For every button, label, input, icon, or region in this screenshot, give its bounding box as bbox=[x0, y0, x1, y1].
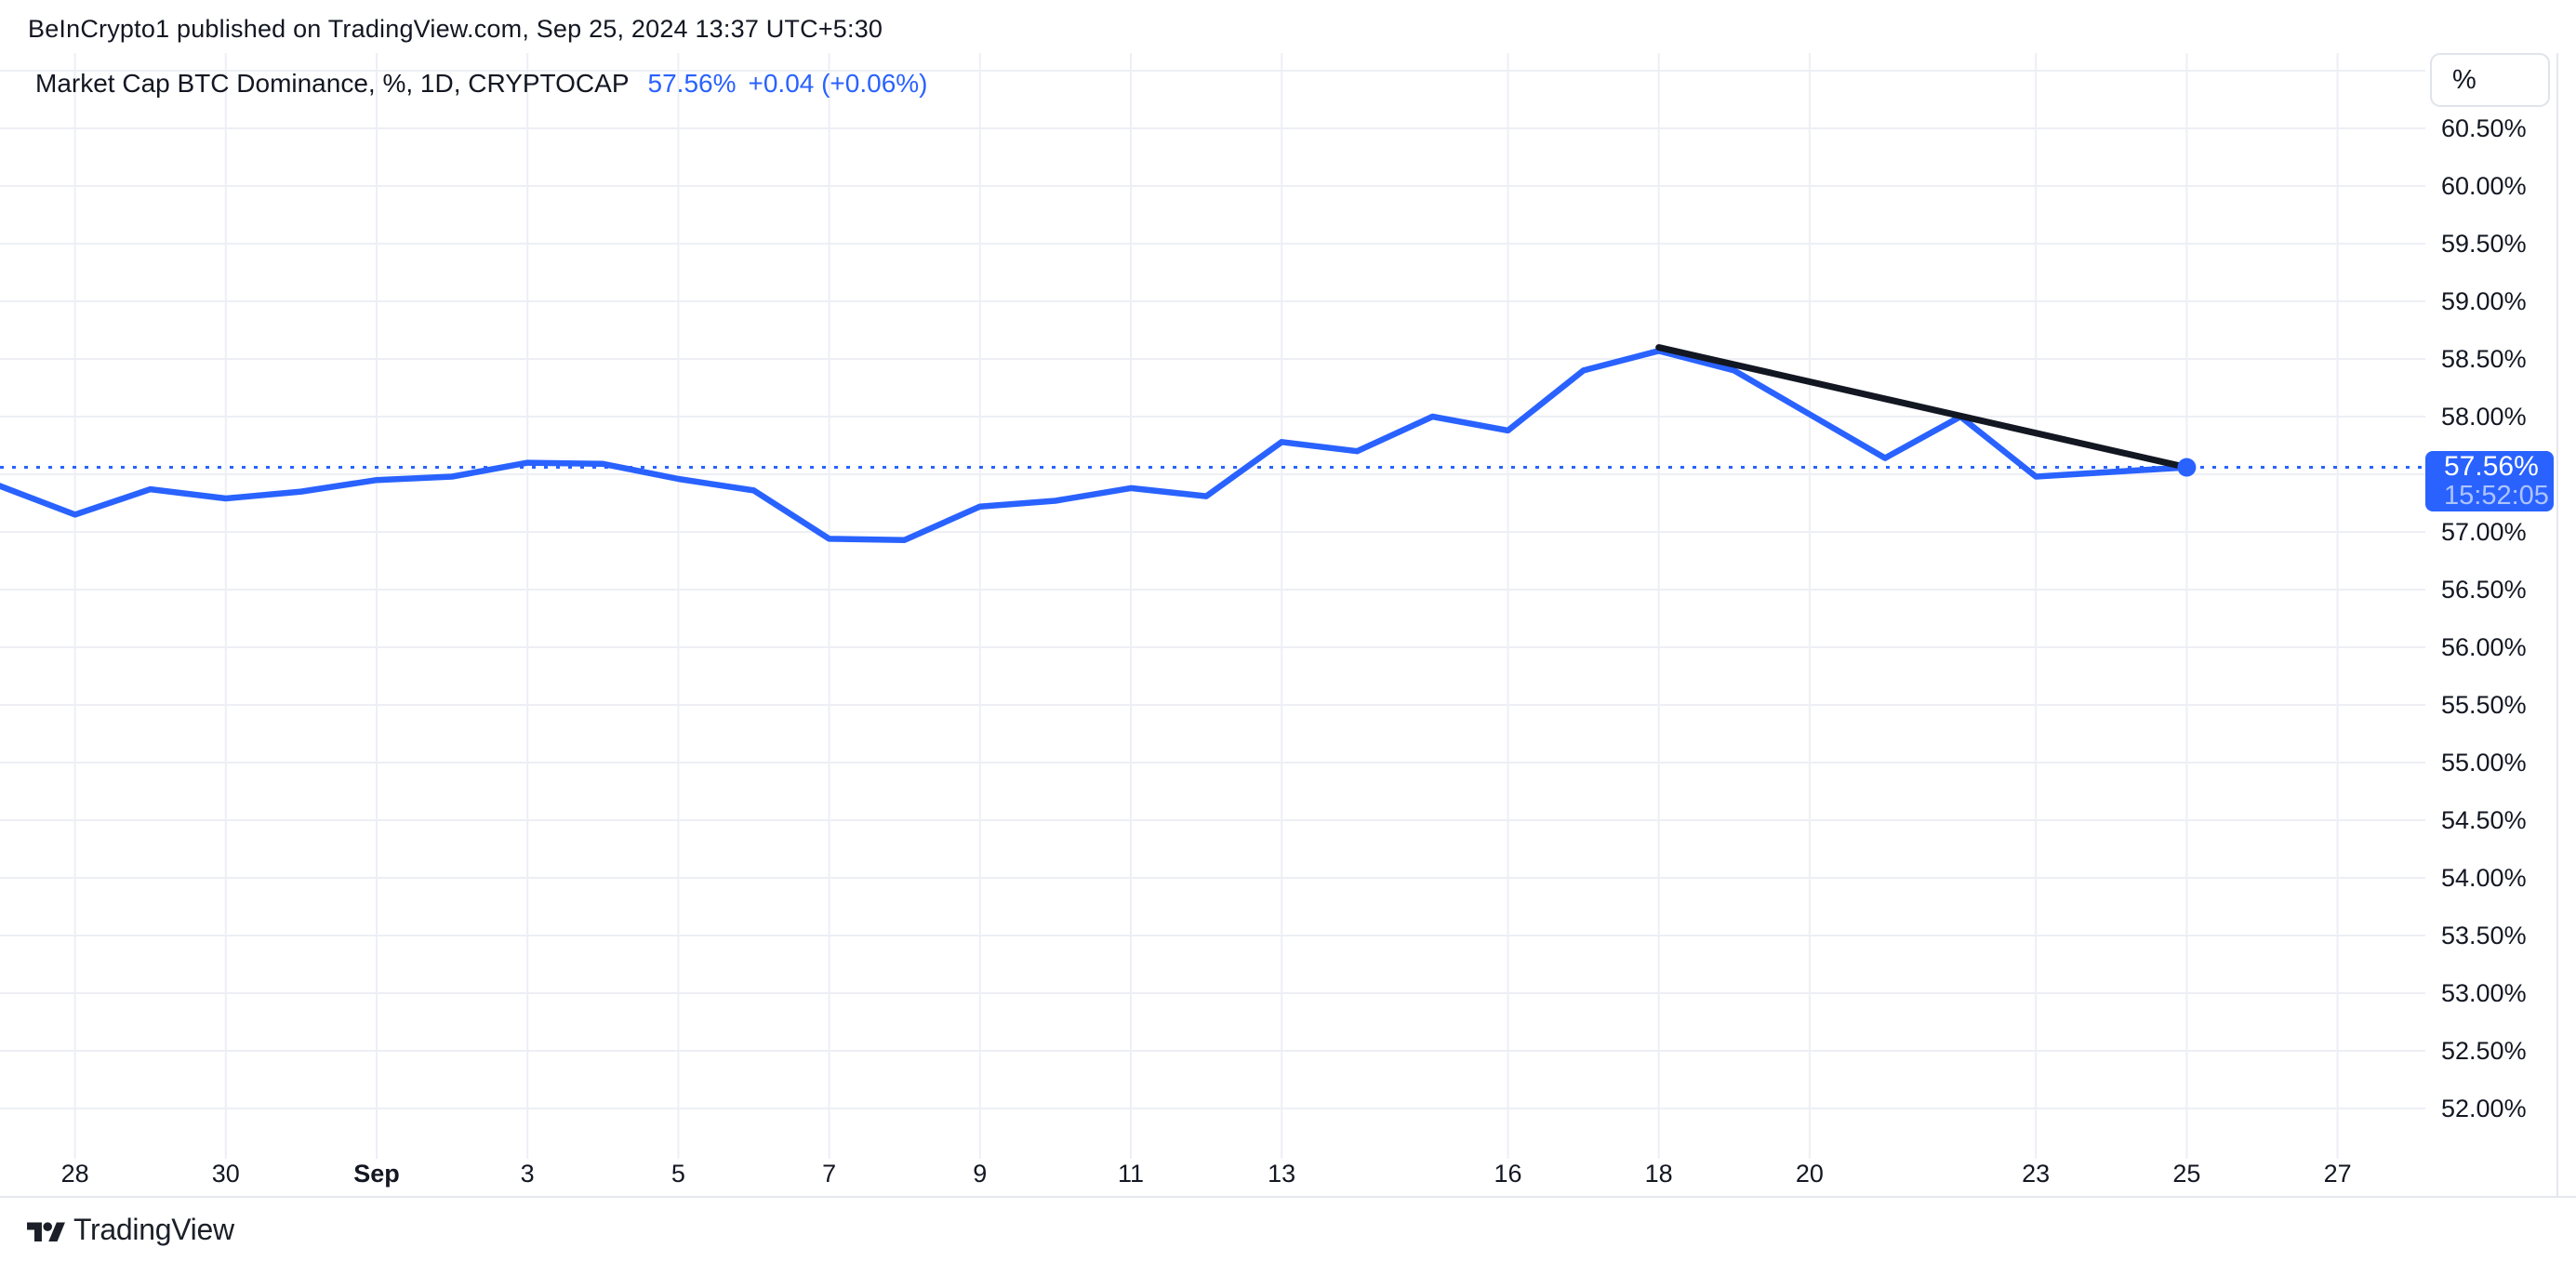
price-tick-label: 60.00% bbox=[2441, 172, 2527, 200]
time-tick-label: 18 bbox=[1644, 1160, 1673, 1188]
legend-symbol-title: Market Cap BTC Dominance, %, 1D, CRYPTOC… bbox=[35, 69, 630, 98]
last-price-label: 57.56% 15:52:05 bbox=[2425, 451, 2554, 511]
price-tick-label: 53.50% bbox=[2441, 922, 2527, 949]
time-tick-label: 5 bbox=[671, 1160, 685, 1188]
price-tick-label: 58.00% bbox=[2441, 403, 2527, 431]
time-tick-label: 30 bbox=[211, 1160, 240, 1188]
price-tick-label: 56.00% bbox=[2441, 633, 2527, 661]
price-scale-unit-button[interactable]: % bbox=[2430, 53, 2550, 107]
time-tick-label: 23 bbox=[2022, 1160, 2051, 1188]
price-tick-label: 56.50% bbox=[2441, 576, 2527, 604]
price-tick-label: 54.00% bbox=[2441, 864, 2527, 892]
time-tick-label: 13 bbox=[1268, 1160, 1296, 1188]
last-price-value: 57.56% bbox=[2444, 451, 2539, 482]
bar-countdown: 15:52:05 bbox=[2444, 481, 2549, 511]
tradingview-logo-icon[interactable] bbox=[27, 1218, 65, 1241]
price-tick-label: 55.50% bbox=[2441, 691, 2527, 719]
time-tick-label: 3 bbox=[520, 1160, 535, 1188]
footer-divider bbox=[0, 1196, 2576, 1198]
time-tick-label: Sep bbox=[353, 1160, 400, 1188]
btc-dominance-line[interactable] bbox=[0, 348, 2190, 543]
time-tick-label: 27 bbox=[2323, 1160, 2352, 1188]
price-tick-label: 52.50% bbox=[2441, 1037, 2527, 1065]
legend-last-price: 57.56% bbox=[647, 69, 737, 98]
chart-legend[interactable]: Market Cap BTC Dominance, %, 1D, CRYPTOC… bbox=[35, 69, 928, 99]
time-tick-label: 9 bbox=[973, 1160, 988, 1188]
price-tick-label: 53.00% bbox=[2441, 979, 2527, 1007]
time-tick-label: 20 bbox=[1795, 1160, 1824, 1188]
price-tick-label: 54.50% bbox=[2441, 806, 2527, 834]
price-tick-label: 55.00% bbox=[2441, 749, 2527, 777]
legend-change: +0.04 (+0.06%) bbox=[748, 69, 928, 98]
trend-line-drawing[interactable] bbox=[1655, 344, 2190, 471]
time-tick-label: 7 bbox=[822, 1160, 837, 1188]
attribution-text: BeInCrypto1 published on TradingView.com… bbox=[28, 15, 883, 43]
time-tick-label: 11 bbox=[1117, 1160, 1145, 1188]
last-price-marker bbox=[2177, 458, 2197, 477]
price-tick-label: 58.50% bbox=[2441, 345, 2527, 373]
price-tick-label: 57.00% bbox=[2441, 518, 2527, 546]
price-tick-label: 59.50% bbox=[2441, 230, 2527, 258]
price-tick-label: 52.00% bbox=[2441, 1095, 2527, 1122]
footer: TradingView bbox=[27, 1213, 234, 1247]
time-tick-label: 16 bbox=[1494, 1160, 1522, 1188]
time-tick-label: 28 bbox=[60, 1160, 89, 1188]
tradingview-brand-text[interactable]: TradingView bbox=[73, 1213, 234, 1246]
price-tick-label: 59.00% bbox=[2441, 287, 2527, 315]
price-tick-label: 60.50% bbox=[2441, 114, 2527, 142]
time-tick-label: 25 bbox=[2172, 1160, 2201, 1188]
